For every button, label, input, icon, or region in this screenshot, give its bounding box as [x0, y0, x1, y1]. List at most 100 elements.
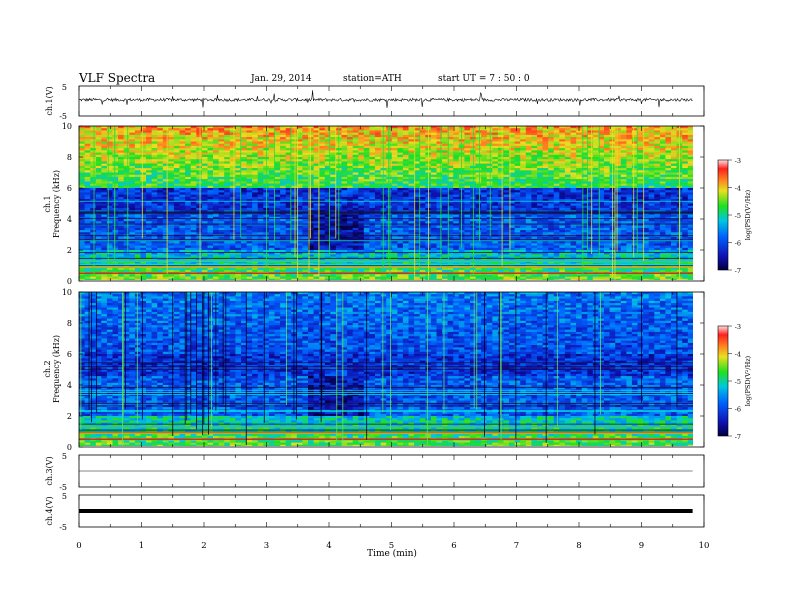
spectrogram-cell [419, 157, 426, 160]
spectrogram-cell [173, 214, 180, 218]
spectrogram-cell [246, 201, 253, 204]
spectrogram-cell [665, 207, 672, 211]
spectrogram-cell [492, 145, 499, 149]
spectrogram-cell [548, 150, 555, 153]
spectrogram-cell [453, 165, 460, 169]
spectrogram-cell [196, 216, 203, 220]
spectrogram-cell [252, 148, 258, 151]
spectrogram-cell [146, 219, 152, 222]
spectrogram-cell [134, 221, 141, 224]
spectrogram-cell [464, 126, 471, 129]
spectrogram-cell [101, 183, 108, 187]
spectrogram-cell [687, 150, 693, 153]
spectrogram-cell [263, 188, 270, 191]
spectrogram-cell [391, 190, 398, 193]
spectrogram-cell [620, 174, 627, 178]
spectrogram-cell [319, 192, 326, 195]
spectrogram-cell [514, 145, 521, 149]
spectrogram-cell [268, 219, 275, 222]
spectrogram-cell [157, 176, 164, 180]
spectrogram-cell [615, 199, 622, 202]
spectrogram-cell [514, 205, 521, 209]
spectrogram-cell [123, 157, 130, 160]
spectrogram-cell [604, 194, 610, 198]
spectrogram-cell [654, 194, 661, 198]
spectrogram-cell [280, 207, 286, 211]
spectrogram-cell [430, 137, 437, 140]
spectrogram-cell [207, 145, 214, 149]
spectrogram-cell [604, 214, 610, 218]
spectrogram-cell [604, 196, 610, 200]
spectrogram-cell [414, 190, 420, 193]
spectrogram-cell [285, 130, 292, 133]
spectrogram-cell [414, 194, 420, 198]
spectrogram-cell [369, 145, 376, 149]
spectrogram-cell [442, 207, 448, 211]
spectrogram-cell [581, 196, 588, 200]
spectrogram-cell [162, 139, 169, 142]
spectrogram-cell [430, 216, 437, 220]
spectrogram-cell [665, 174, 672, 178]
spectrogram-cell [363, 172, 370, 175]
spectrogram-cell [140, 203, 147, 206]
spectrogram-cell [246, 148, 253, 151]
spectrogram-cell [330, 223, 337, 226]
spectrogram-cell [106, 141, 113, 144]
spectrogram-cell [241, 201, 247, 204]
spectrogram-cell [548, 199, 555, 202]
spectrogram-cell [151, 168, 158, 171]
spectrogram-cell [475, 179, 482, 182]
spectrogram-cell [620, 126, 627, 129]
spectrogram-cell [324, 205, 331, 209]
spectrogram-cell [419, 143, 426, 147]
spectrogram-cell [470, 194, 476, 198]
spectrogram-cell [347, 168, 353, 171]
spectrogram-cell [358, 168, 365, 171]
spectrogram-cell [123, 188, 130, 191]
spectrogram-cell [492, 165, 499, 169]
spectrogram-cell [235, 176, 242, 180]
spectrogram-cell [453, 196, 460, 200]
spectrogram-cell [363, 139, 370, 142]
spectrogram-cell [129, 188, 136, 191]
spectrogram-cell [190, 132, 197, 136]
spectrogram-cell [453, 139, 460, 142]
spectrogram-cell [453, 157, 460, 160]
spectrogram-cell [112, 190, 119, 193]
spectrogram-cell [123, 165, 130, 169]
spectrogram-cell [313, 223, 320, 226]
spectrogram-cell [615, 132, 622, 136]
spectrogram-cell [123, 194, 130, 198]
spectrogram-cell [492, 154, 499, 158]
spectrogram-cell [447, 185, 454, 189]
spectrogram-cell [101, 143, 108, 147]
spectrogram-cell [280, 216, 286, 220]
spectrogram-cell [341, 196, 348, 200]
spectrogram-cell [280, 172, 286, 175]
spectrogram-cell [397, 199, 404, 202]
spectrogram-cell [537, 201, 543, 204]
spectrogram-cell [475, 174, 482, 178]
spectrogram-cell [302, 196, 309, 200]
spectrogram-cell [391, 168, 398, 171]
spectrogram-cell [520, 219, 527, 222]
spectrogram-cell [414, 174, 420, 178]
spectrogram-cell [419, 159, 426, 162]
spectrogram-cell [581, 203, 588, 206]
spectrogram-cell [581, 176, 588, 180]
spectrogram-cell [313, 199, 320, 202]
spectrogram-cell [492, 207, 499, 211]
spectrogram-cell [402, 185, 409, 189]
spectrogram-cell [213, 176, 219, 180]
spectrogram-cell [296, 183, 303, 187]
spectrogram-cell [654, 192, 661, 195]
spectrogram-cell [509, 145, 515, 149]
spectrogram-cell [330, 145, 337, 149]
spectrogram-cell [687, 223, 693, 226]
spectrogram-cell [134, 154, 141, 158]
spectrogram-cell [687, 176, 693, 180]
spectrogram-cell [369, 130, 376, 133]
spectrogram-cell [559, 163, 566, 167]
spectrogram-cell [280, 203, 286, 206]
spectrogram-cell [319, 221, 326, 224]
